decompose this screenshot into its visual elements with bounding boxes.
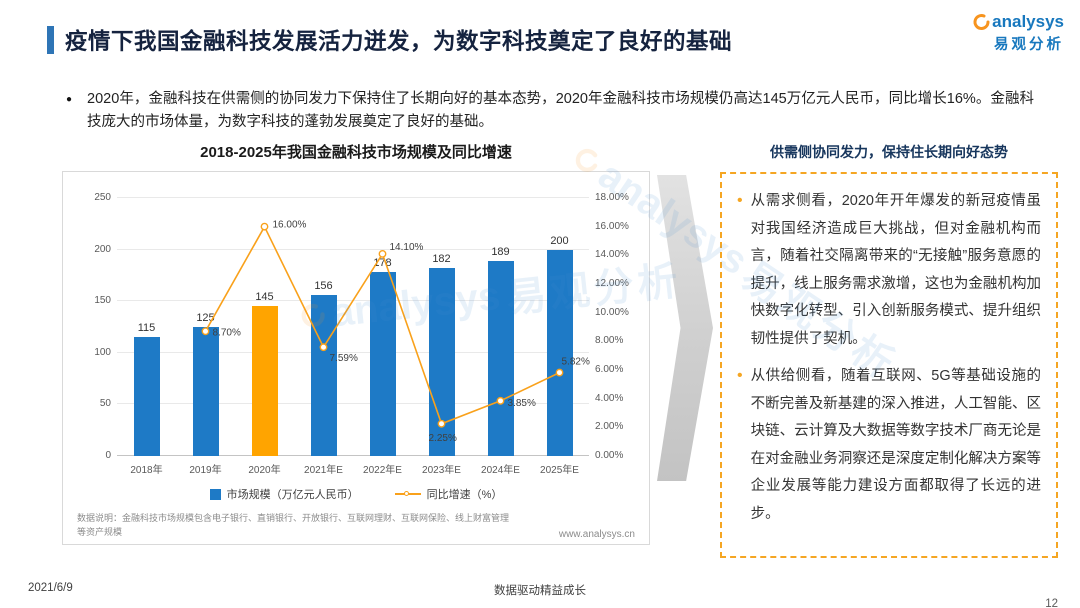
right-axis-tick: 2.00% <box>595 421 624 433</box>
brand-name: analysys <box>992 12 1064 31</box>
bar-value-label: 178 <box>373 257 392 270</box>
chart-title: 2018-2025年我国金融科技市场规模及同比增速 <box>200 144 512 161</box>
bar-value-label: 115 <box>137 322 156 335</box>
left-axis-tick: 100 <box>94 346 111 358</box>
footer-slogan: 数据驱动精益成长 <box>494 585 586 597</box>
bullet-dot-icon: ● <box>66 94 73 105</box>
bar-value-label: 182 <box>432 253 451 266</box>
x-axis-label: 2021年E <box>304 465 343 476</box>
brand-logo-top: analysys <box>970 12 1064 32</box>
orange-bullet-icon: • <box>737 367 743 385</box>
chart-section: 2018-2025年我国金融科技市场规模及同比增速 0 50 100 150 200 25… <box>62 139 650 558</box>
legend-item-bar: 市场规模（万亿元人民币） <box>209 486 359 502</box>
bar-2022年E <box>369 272 396 456</box>
bar-value-label: 145 <box>255 291 274 304</box>
arrow-container <box>650 139 720 558</box>
line-legend-swatch <box>394 490 421 496</box>
page-title: 疫情下我国金融科技发展活力迸发，为数字科技奠定了良好的基础 <box>65 29 733 54</box>
bar-legend-swatch <box>209 488 221 500</box>
legend-label-line: 同比增速（%） <box>426 489 503 501</box>
right-arrow-shape <box>657 175 713 481</box>
title-accent-bar <box>47 26 54 54</box>
right-axis-tick: 0.00% <box>595 450 624 461</box>
bar-2020年 <box>251 306 278 456</box>
left-axis-tick: 200 <box>94 243 111 255</box>
intro-text: 2020年，金融科技在供需侧的协同发力下保持住了长期向好的基本态势，2020年金… <box>87 91 1034 130</box>
right-axis-tick: 8.00% <box>595 335 624 347</box>
right-axis-tick: 4.00% <box>595 392 624 404</box>
line-marker <box>378 250 387 258</box>
line-value-label: 16.00% <box>273 220 307 231</box>
orange-bullet-icon: • <box>737 192 743 209</box>
left-axis-tick: 0 <box>105 450 111 461</box>
header: 疫情下我国金融科技发展活力迸发，为数字科技奠定了良好的基础 <box>47 24 732 56</box>
chart-plot-area: 0 50 100 150 200 250 0.00% 2.00% 4.00% 6.00% 8.00%… <box>94 192 629 476</box>
right-axis-tick: 18.00% <box>595 192 629 203</box>
bar-value-label: 156 <box>314 280 333 293</box>
bar-2024年E <box>487 260 514 456</box>
footer-date: 2021/6/9 <box>28 582 73 594</box>
x-axis-label: 2018年 <box>130 465 163 476</box>
gridline <box>117 351 589 353</box>
growth-line-layer: 8.70%16.00%7.59%14.10%2.25%3.85%5.82% <box>201 220 590 444</box>
panel-bullet-2: • 从供给侧看，随着互联网、5G等基础设施的不断完善及新基建的深入推进，人工智能… <box>737 363 1041 528</box>
left-axis-tick: 250 <box>94 192 111 203</box>
line-legend-marker <box>403 490 409 496</box>
x-axis-label: 2024年E <box>481 465 520 476</box>
logo-swoosh-icon <box>973 14 990 30</box>
bar-2025年E <box>546 249 573 456</box>
x-axis-label: 2022年E <box>363 465 402 476</box>
brand-logo: analysys 易观分析 <box>970 12 1064 54</box>
x-axis-label: 2025年E <box>540 465 579 476</box>
gridline <box>117 300 589 302</box>
left-axis-tick: 150 <box>94 295 111 307</box>
source-url: www.analysys.cn <box>558 528 635 540</box>
x-axis-label: 2020年 <box>248 465 281 476</box>
chart-footnote-row: 数据说明：金融科技市场规模包含电子银行、直销银行、开放银行、互联网理财、互联网保… <box>75 512 637 540</box>
main-content: 2018-2025年我国金融科技市场规模及同比增速 0 50 100 150 200 25… <box>62 139 1058 558</box>
legend-item-line: 同比增速（%） <box>394 486 503 502</box>
page-number: 12 <box>1045 598 1058 608</box>
bar-value-label: 189 <box>491 245 510 258</box>
insight-panel: 供需侧协同发力，保持住长期向好态势 • 从需求侧看，2020年开年爆发的新冠疫情… <box>720 139 1058 558</box>
gridline <box>117 403 589 405</box>
bar-2023年E <box>428 268 455 456</box>
right-axis-tick: 12.00% <box>595 278 629 289</box>
panel-box: • 从需求侧看，2020年开年爆发的新冠疫情虽对我国经济造成巨大挑战，但对金融机… <box>720 172 1058 558</box>
gridline <box>117 455 589 456</box>
bar-2019年 <box>192 327 219 456</box>
footer: 2021/6/9 数据驱动精益成长 12 <box>0 582 1080 608</box>
right-axis-tick: 16.00% <box>595 220 629 232</box>
brand-name-cn: 易观分析 <box>994 37 1064 53</box>
bar-2018年 <box>133 337 160 456</box>
left-axis-tick: 50 <box>99 398 111 410</box>
x-axis-label: 2019年 <box>189 465 222 476</box>
data-note: 数据说明：金融科技市场规模包含电子银行、直销银行、开放银行、互联网理财、互联网保… <box>77 513 510 537</box>
line-value-label: 14.10% <box>390 242 424 253</box>
panel-bullet-list: • 从需求侧看，2020年开年爆发的新冠疫情虽对我国经济造成巨大挑战，但对金融机… <box>737 188 1041 529</box>
panel-bullet-2-text: 从供给侧看，随着互联网、5G等基础设施的不断完善及新基建的深入推进，人工智能、区… <box>750 368 1041 523</box>
panel-bullet-1: • 从需求侧看，2020年开年爆发的新冠疫情虽对我国经济造成巨大挑战，但对金融机… <box>737 188 1041 353</box>
chart-legend: 市场规模（万亿元人民币） 同比增速（%） <box>75 486 637 502</box>
x-axis-label: 2023年E <box>422 465 461 476</box>
panel-bullet-1-text: 从需求侧看，2020年开年爆发的新冠疫情虽对我国经济造成巨大挑战，但对金融机构而… <box>750 193 1041 347</box>
line-marker <box>260 222 269 231</box>
bar-value-label: 200 <box>550 234 569 247</box>
gridline <box>117 197 589 198</box>
right-axis-tick: 14.00% <box>595 249 629 261</box>
intro-paragraph: ● 2020年，金融科技在供需侧的协同发力下保持住了长期向好的基本态势，2020… <box>66 88 1034 134</box>
right-axis-tick: 6.00% <box>595 364 624 375</box>
bar-2021年E <box>310 295 337 456</box>
bar-value-label: 125 <box>196 312 215 324</box>
legend-label-bar: 市场规模（万亿元人民币） <box>226 489 359 501</box>
chart-box: 0 50 100 150 200 250 0.00% 2.00% 4.00% 6.00% 8.00%… <box>62 171 650 545</box>
panel-title: 供需侧协同发力，保持住长期向好态势 <box>770 144 1008 160</box>
right-axis-tick: 10.00% <box>595 306 629 318</box>
